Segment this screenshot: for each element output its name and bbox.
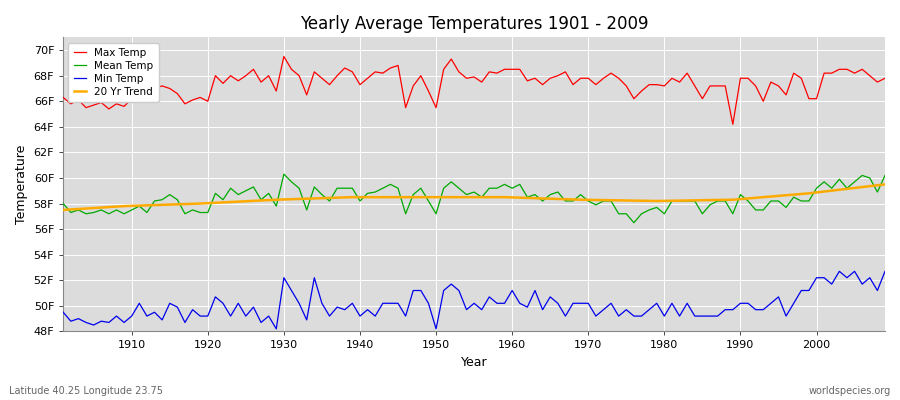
Text: worldspecies.org: worldspecies.org: [809, 386, 891, 396]
20 Yr Trend: [347, 195, 358, 200]
Min Temp: [507, 288, 517, 293]
20 Yr Trend: [804, 191, 814, 196]
Mean Temp: [293, 186, 304, 191]
Line: Mean Temp: Mean Temp: [63, 174, 885, 223]
20 Yr Trend: [500, 195, 510, 200]
X-axis label: Year: Year: [461, 356, 488, 369]
Title: Yearly Average Temperatures 1901 - 2009: Yearly Average Temperatures 1901 - 2009: [300, 15, 648, 33]
Max Temp: [278, 54, 289, 59]
Line: Max Temp: Max Temp: [63, 56, 885, 124]
Mean Temp: [628, 220, 639, 225]
Min Temp: [834, 269, 845, 274]
Mean Temp: [339, 186, 350, 191]
20 Yr Trend: [652, 198, 662, 203]
Line: Min Temp: Min Temp: [63, 271, 885, 329]
Max Temp: [58, 95, 68, 100]
Max Temp: [515, 67, 526, 72]
Max Temp: [879, 76, 890, 81]
Mean Temp: [119, 211, 130, 216]
20 Yr Trend: [575, 197, 586, 202]
Min Temp: [879, 269, 890, 274]
Min Temp: [293, 301, 304, 306]
20 Yr Trend: [119, 204, 130, 208]
Mean Temp: [606, 198, 616, 203]
Mean Temp: [58, 201, 68, 206]
20 Yr Trend: [271, 197, 282, 202]
Max Temp: [119, 104, 130, 109]
20 Yr Trend: [194, 201, 205, 206]
Mean Temp: [879, 173, 890, 178]
20 Yr Trend: [879, 182, 890, 187]
Max Temp: [507, 67, 517, 72]
Mean Temp: [515, 182, 526, 187]
Min Temp: [515, 301, 526, 306]
Mean Temp: [507, 186, 517, 191]
Max Temp: [293, 73, 304, 78]
Line: 20 Yr Trend: 20 Yr Trend: [63, 184, 885, 210]
Min Temp: [271, 326, 282, 331]
Max Temp: [339, 66, 350, 70]
Min Temp: [339, 307, 350, 312]
Max Temp: [727, 122, 738, 127]
20 Yr Trend: [58, 208, 68, 212]
Min Temp: [606, 301, 616, 306]
Mean Temp: [278, 172, 289, 176]
Text: Latitude 40.25 Longitude 23.75: Latitude 40.25 Longitude 23.75: [9, 386, 163, 396]
Y-axis label: Temperature: Temperature: [15, 145, 28, 224]
Min Temp: [58, 310, 68, 315]
20 Yr Trend: [727, 197, 738, 202]
Max Temp: [606, 71, 616, 76]
Legend: Max Temp, Mean Temp, Min Temp, 20 Yr Trend: Max Temp, Mean Temp, Min Temp, 20 Yr Tre…: [68, 42, 158, 102]
20 Yr Trend: [423, 195, 434, 200]
Min Temp: [119, 320, 130, 325]
